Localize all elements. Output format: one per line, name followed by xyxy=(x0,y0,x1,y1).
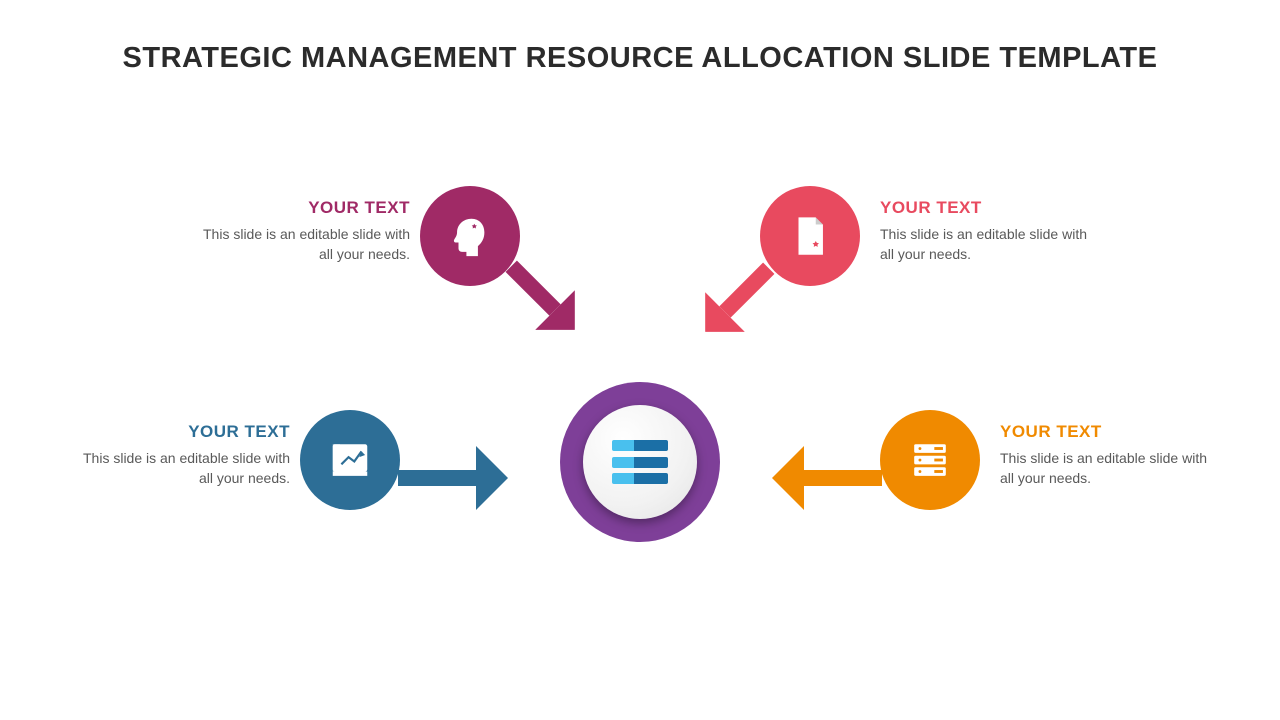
center-disc xyxy=(583,405,697,519)
node-body: This slide is an editable slide with all… xyxy=(1000,448,1210,489)
slide-title: STRATEGIC MANAGEMENT RESOURCE ALLOCATION… xyxy=(0,42,1280,75)
node-text-top-right: YOUR TEXT This slide is an editable slide… xyxy=(880,198,1090,265)
node-heading: YOUR TEXT xyxy=(200,198,410,218)
center-ring xyxy=(560,382,720,542)
bars-icon xyxy=(612,440,668,484)
center-hub xyxy=(560,382,720,542)
file-gear-icon xyxy=(760,186,860,286)
node-heading: YOUR TEXT xyxy=(1000,422,1210,442)
arrow-top-right xyxy=(692,272,782,328)
node-heading: YOUR TEXT xyxy=(80,422,290,442)
node-top-right xyxy=(760,186,860,286)
node-heading: YOUR TEXT xyxy=(880,198,1090,218)
node-body: This slide is an editable slide with all… xyxy=(80,448,290,489)
chart-board-icon xyxy=(300,410,400,510)
node-body: This slide is an editable slide with all… xyxy=(200,224,410,265)
node-text-top-left: YOUR TEXT This slide is an editable slide… xyxy=(200,198,410,265)
arrow-top-left xyxy=(498,270,588,326)
node-right xyxy=(880,410,980,510)
arrow-right xyxy=(772,446,882,510)
node-text-left: YOUR TEXT This slide is an editable slide… xyxy=(80,422,290,489)
node-text-right: YOUR TEXT This slide is an editable slide… xyxy=(1000,422,1210,489)
node-left xyxy=(300,410,400,510)
node-body: This slide is an editable slide with all… xyxy=(880,224,1090,265)
arrow-left xyxy=(398,446,508,510)
server-icon xyxy=(880,410,980,510)
